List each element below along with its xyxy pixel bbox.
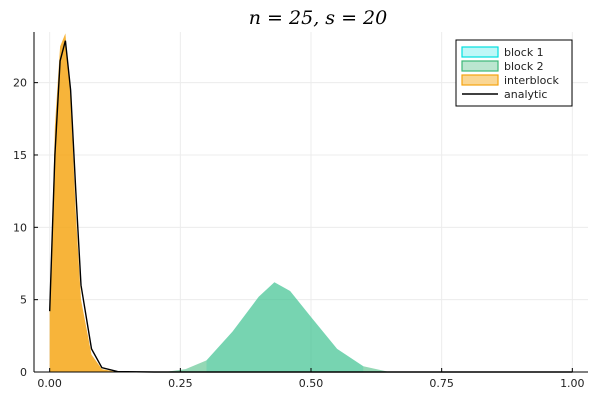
x-tick-label: 0.00	[37, 377, 62, 390]
series-block-2-area	[164, 282, 390, 372]
legend-label: interblock	[504, 74, 559, 87]
y-tick-label: 10	[13, 221, 27, 234]
legend-swatch	[461, 74, 499, 86]
x-tick-label: 0.75	[429, 377, 454, 390]
legend-swatch	[461, 60, 499, 72]
series-interblock-area	[49, 33, 118, 373]
y-tick-label: 5	[20, 294, 27, 307]
y-tick-label: 20	[13, 77, 27, 90]
chart-title: n = 25, s = 20	[249, 7, 387, 29]
x-tick-label: 0.25	[168, 377, 193, 390]
legend-label: analytic	[504, 88, 547, 101]
axes: 0.00 0.25 0.50 0.75 1.00 0 5 10 15 20	[13, 32, 588, 390]
legend-label: block 1	[504, 46, 544, 59]
legend-swatch	[461, 46, 499, 58]
legend-label: block 2	[504, 60, 544, 73]
y-tick-label: 15	[13, 149, 27, 162]
x-tick-label: 0.50	[299, 377, 324, 390]
legend-box	[455, 39, 573, 107]
y-tick-label: 0	[20, 366, 27, 379]
x-tick-label: 1.00	[560, 377, 585, 390]
